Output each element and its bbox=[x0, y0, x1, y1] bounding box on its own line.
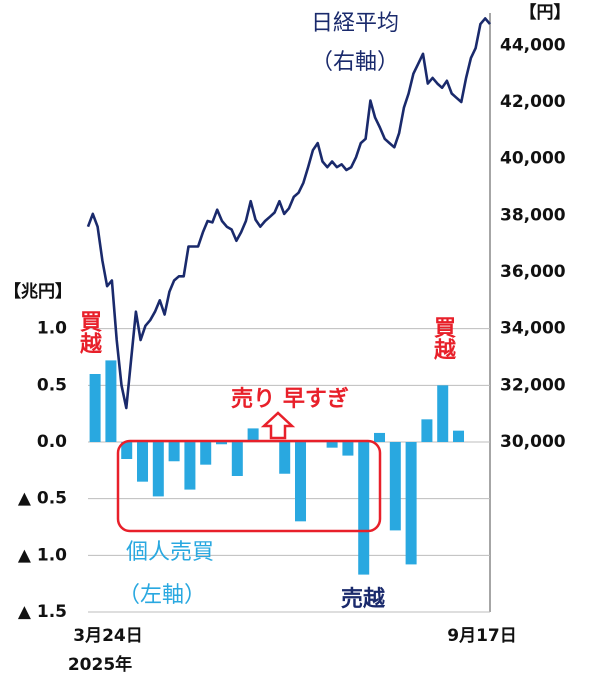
line-name: 日経平均 bbox=[311, 11, 399, 36]
bar bbox=[421, 419, 433, 442]
bar bbox=[168, 442, 180, 462]
y2-tick-label: 38,000 bbox=[500, 205, 566, 225]
y2-tick-label: 40,000 bbox=[500, 149, 566, 169]
right-axis-note: （右軸） bbox=[311, 50, 399, 75]
y2-tick-label: 34,000 bbox=[500, 319, 566, 339]
net-buy-label: 買越 bbox=[430, 316, 457, 361]
y-tick-label: 1.0 bbox=[37, 319, 67, 339]
bar bbox=[231, 442, 243, 476]
y2-tick-label: 44,000 bbox=[500, 35, 566, 55]
y-tick-label: ▲ 1.5 bbox=[18, 602, 67, 622]
y2-axis-label: 【円】 bbox=[520, 2, 571, 23]
year-label: 2025年 bbox=[68, 654, 132, 675]
bar bbox=[374, 432, 386, 442]
highlight-box bbox=[116, 439, 382, 533]
up-arrow bbox=[260, 411, 296, 440]
y2-tick-label: 36,000 bbox=[500, 262, 566, 282]
bar bbox=[389, 442, 401, 531]
bar bbox=[184, 442, 196, 490]
left-axis-note: （左軸） bbox=[118, 583, 206, 608]
bar bbox=[453, 430, 465, 442]
x-end-label: 9月17日 bbox=[447, 626, 517, 646]
net-buy-label: 買越 bbox=[76, 310, 103, 355]
bar bbox=[295, 442, 307, 522]
bar bbox=[247, 428, 259, 442]
bar bbox=[342, 442, 354, 456]
early-selling-label: 売り 早すぎ bbox=[231, 386, 349, 412]
bar bbox=[121, 442, 133, 459]
bar bbox=[437, 385, 449, 442]
bar bbox=[216, 442, 228, 445]
bar bbox=[200, 442, 212, 465]
y-tick-label: ▲ 1.0 bbox=[18, 545, 67, 565]
bar bbox=[326, 442, 338, 448]
y2-tick-label: 30,000 bbox=[500, 432, 566, 452]
bar bbox=[405, 442, 417, 565]
bar bbox=[89, 374, 101, 442]
y2-tick-label: 42,000 bbox=[500, 92, 566, 112]
y2-tick-label: 32,000 bbox=[500, 375, 566, 395]
bar bbox=[137, 442, 149, 482]
y-tick-label: 0.5 bbox=[37, 375, 67, 395]
bar bbox=[105, 360, 117, 442]
bar-name: 個人売買 bbox=[126, 540, 214, 565]
bar bbox=[279, 442, 291, 474]
net-sell-label: 売越 bbox=[341, 586, 386, 612]
bar bbox=[152, 442, 164, 497]
x-start-label: 3月24日 bbox=[73, 626, 143, 646]
line bbox=[86, 17, 491, 410]
y-tick-label: ▲ 0.5 bbox=[18, 489, 67, 509]
y-tick-label: 0.0 bbox=[37, 432, 67, 452]
bar bbox=[358, 442, 370, 575]
y-axis-label: 【兆円】 bbox=[4, 281, 72, 302]
